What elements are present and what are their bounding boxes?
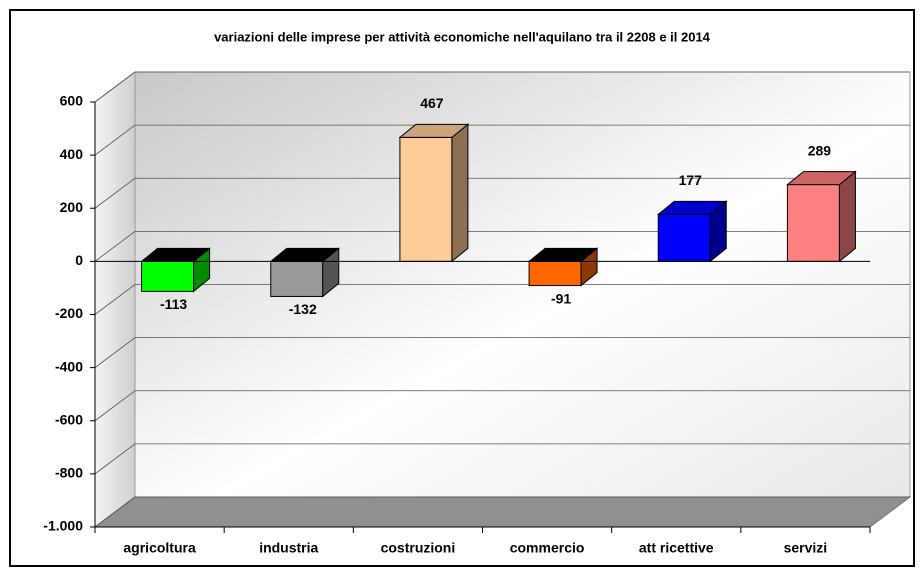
value-label: -91 xyxy=(551,290,571,306)
x-tick-label: industria xyxy=(259,540,318,556)
value-label: -113 xyxy=(160,296,187,312)
x-tick-label: servizi xyxy=(784,540,828,556)
bar xyxy=(141,260,195,292)
y-tick-label: 400 xyxy=(60,146,84,162)
x-tick-label: costruzioni xyxy=(381,540,456,556)
grid-line xyxy=(94,337,910,368)
y-tick-label: -600 xyxy=(55,411,83,427)
grid-line xyxy=(94,230,910,262)
bar-side xyxy=(838,170,856,263)
bar xyxy=(657,213,711,262)
bar-top xyxy=(656,200,728,215)
y-tick-label: 0 xyxy=(75,252,83,268)
bar-top xyxy=(786,171,857,186)
value-label: 467 xyxy=(420,95,444,111)
value-label: 177 xyxy=(679,172,703,188)
y-tick-label: -400 xyxy=(55,358,83,374)
grid-line xyxy=(94,390,910,422)
value-label: 289 xyxy=(808,142,832,158)
y-tick-label: 600 xyxy=(60,93,84,109)
grid-line xyxy=(94,124,910,156)
floor xyxy=(93,496,912,528)
value-label: -132 xyxy=(289,301,317,317)
x-tick-label: agricoltura xyxy=(123,540,196,556)
grid-line xyxy=(94,496,910,528)
grid-line xyxy=(94,443,910,475)
grid-line xyxy=(94,177,910,209)
grid-line xyxy=(94,71,910,103)
y-tick-label: -1.000 xyxy=(43,518,83,534)
grid-line xyxy=(94,284,910,315)
x-tick-label: att ricettive xyxy=(639,540,714,556)
y-tick-label: -800 xyxy=(55,465,83,481)
bar-side xyxy=(451,123,469,263)
bar xyxy=(786,184,840,262)
bar xyxy=(399,136,453,262)
x-tick-label: commercio xyxy=(510,540,585,556)
bar-top xyxy=(398,123,470,138)
bar xyxy=(270,260,324,297)
y-tick-label: -200 xyxy=(55,305,83,321)
y-tick-label: 200 xyxy=(60,199,84,215)
bar xyxy=(528,260,582,287)
chart-title: variazioni delle imprese per attività ec… xyxy=(214,29,711,44)
